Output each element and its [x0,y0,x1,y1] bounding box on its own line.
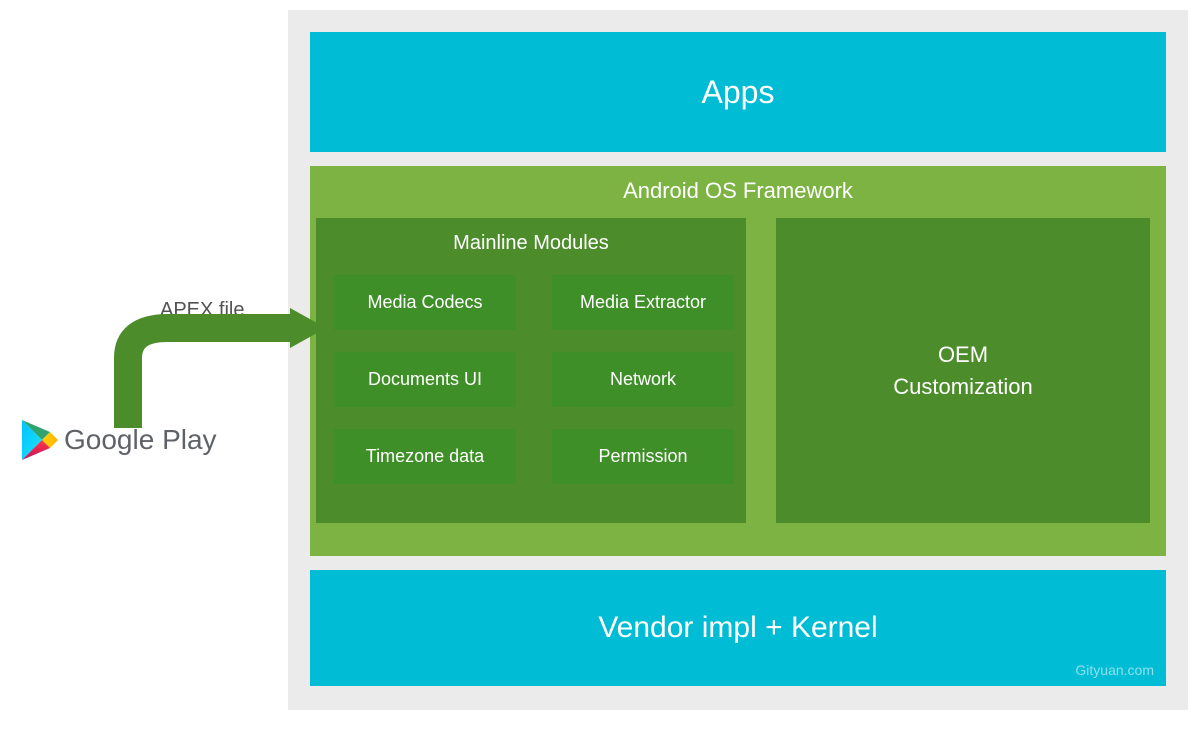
framework-title: Android OS Framework [310,178,1166,204]
oem-line2: Customization [893,371,1032,403]
framework-layer: Android OS Framework Mainline Modules Me… [310,166,1166,556]
module-network: Network [552,352,734,407]
framework-body: Mainline Modules Media Codecs Media Extr… [310,218,1166,523]
module-permission: Permission [552,429,734,484]
oem-line1: OEM [938,339,988,371]
oem-customization-box: OEM Customization [776,218,1150,523]
watermark: Gityuan.com [1075,662,1154,678]
module-timezone: Timezone data [334,429,516,484]
apps-layer: Apps [310,32,1166,152]
apps-label: Apps [702,74,775,111]
module-grid: Media Codecs Media Extractor Documents U… [334,275,728,484]
google-play-icon [20,418,60,462]
module-documents-ui: Documents UI [334,352,516,407]
vendor-label: Vendor impl + Kernel [598,611,877,645]
mainline-title: Mainline Modules [334,232,728,255]
module-media-codecs: Media Codecs [334,275,516,330]
mainline-modules-box: Mainline Modules Media Codecs Media Extr… [316,218,746,523]
module-media-extractor: Media Extractor [552,275,734,330]
vendor-layer: Vendor impl + Kernel Gityuan.com [310,570,1166,686]
apex-arrow [108,308,328,438]
diagram-container: Apps Android OS Framework Mainline Modul… [288,10,1188,710]
